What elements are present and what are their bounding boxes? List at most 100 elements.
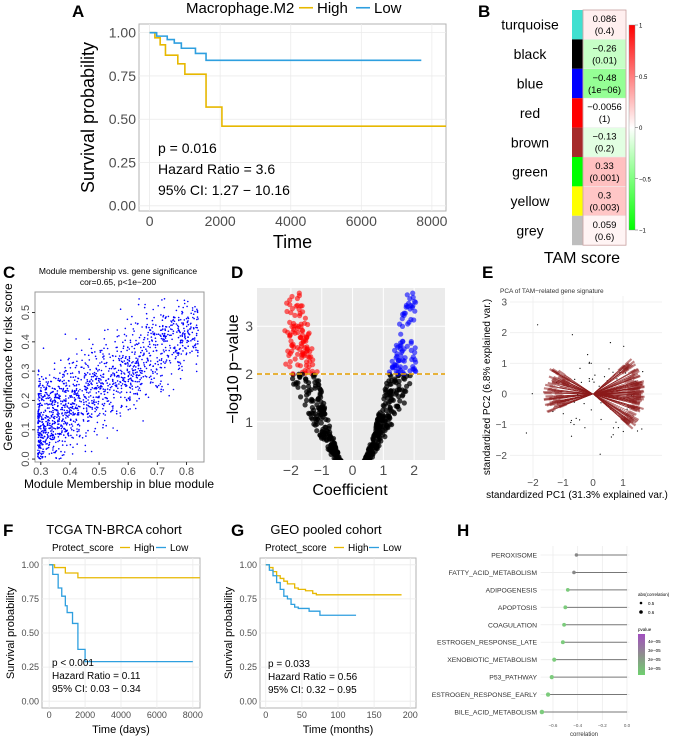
- scatter-point: [136, 371, 138, 373]
- volcano-points: [282, 290, 419, 470]
- scatter-point: [97, 396, 99, 399]
- point-negative: [331, 442, 337, 448]
- loading-arrow: [592, 393, 629, 400]
- scatter-point: [120, 376, 123, 379]
- point-negative: [342, 465, 347, 470]
- scatter-point: [121, 405, 123, 408]
- scatter-point: [104, 390, 106, 392]
- point-negative: [342, 465, 347, 470]
- scatter-point: [39, 415, 42, 417]
- loading-label: [559, 380, 569, 386]
- scatter-point: [174, 346, 176, 349]
- lollipop-point: [565, 588, 570, 592]
- sample-point: [612, 434, 614, 436]
- scatter-point: [164, 362, 166, 365]
- scatter-point: [128, 356, 131, 358]
- scatter-point: [124, 383, 126, 386]
- loading-arrow: [554, 393, 594, 410]
- scatter-point: [160, 359, 163, 362]
- scatter-point: [140, 369, 143, 372]
- scatter-point: [58, 433, 61, 436]
- scatter-point: [119, 415, 122, 417]
- loading-label: [626, 379, 635, 385]
- scatter-point: [128, 360, 131, 362]
- sample-point: [575, 417, 577, 419]
- sample-point: [636, 430, 639, 432]
- scatter-point: [96, 375, 98, 378]
- sample-point: [612, 427, 615, 429]
- scatter-point: [139, 355, 141, 358]
- scatter-point: [155, 340, 157, 343]
- annotation: 95% CI: 0.03 − 0.34: [52, 684, 141, 695]
- panel-b-module-heatmap: turquoise 0.086(0.4)black −0.26(0.01)blue −…: [501, 9, 652, 267]
- scatter-point: [133, 364, 136, 367]
- scatter-point: [143, 338, 145, 341]
- scatter-point: [51, 438, 53, 441]
- sample-point: [600, 402, 602, 404]
- scatter-point: [75, 404, 78, 406]
- scatter-point: [116, 374, 119, 377]
- scatter-point: [48, 385, 50, 387]
- loading-label: [556, 400, 565, 406]
- sample-point: [588, 378, 590, 380]
- scatter-point: [147, 345, 150, 348]
- module-label: brown: [511, 134, 549, 150]
- scatter-point: [195, 346, 197, 349]
- scatter-point: [186, 330, 189, 333]
- scatter-point: [109, 386, 112, 389]
- scatter-point: [87, 392, 90, 394]
- scatter-point: [94, 374, 97, 377]
- heatmap-cell: [582, 215, 627, 246]
- scatter-point: [128, 348, 131, 350]
- loading-arrow: [564, 380, 594, 395]
- scatter-point: [145, 376, 148, 378]
- scatter-point: [142, 375, 145, 378]
- loading-label: [559, 385, 568, 390]
- color-legend-label: 4e−05: [648, 639, 661, 644]
- scatter-point: [53, 376, 55, 379]
- scatter-point: [48, 424, 50, 427]
- scatter-point: [84, 396, 87, 398]
- scatter-point: [62, 373, 64, 376]
- scatter-point: [118, 383, 120, 385]
- scatter-point: [84, 372, 86, 375]
- scatter-point: [180, 353, 183, 355]
- y-tick-label: 2: [245, 366, 253, 382]
- loading-label: [628, 363, 637, 370]
- scatter-point: [129, 396, 131, 398]
- scatter-point: [50, 432, 53, 435]
- scatter-point: [169, 344, 171, 347]
- scatter-point: [113, 389, 115, 392]
- point-positive: [366, 446, 372, 452]
- scatter-point: [92, 375, 95, 378]
- x-axis-label: Time (days): [92, 724, 150, 736]
- scatter-point: [147, 331, 149, 334]
- point-positive: [380, 402, 386, 409]
- scatter-point: [130, 374, 133, 376]
- scatter-point: [179, 377, 182, 380]
- legend-title: Protect_score: [265, 543, 327, 554]
- sample-point: [598, 385, 600, 387]
- scatter-point: [60, 359, 62, 362]
- scatter-point: [160, 366, 163, 369]
- scatter-point: [99, 412, 101, 415]
- scatter-point: [143, 346, 145, 348]
- scatter-point: [69, 443, 72, 446]
- loading-arrow: [592, 393, 630, 421]
- scatter-point: [49, 417, 51, 419]
- scatter-point: [62, 387, 65, 390]
- scatter-point: [114, 367, 117, 370]
- scatter-point: [104, 410, 107, 413]
- scatter-point: [94, 407, 96, 410]
- scatter-point: [114, 340, 116, 343]
- scatter-point: [70, 427, 72, 429]
- scatter-point: [69, 372, 72, 375]
- scatter-point: [54, 393, 57, 396]
- scatter-point: [57, 420, 59, 423]
- x-tick-label: 6000: [147, 710, 167, 720]
- scatter-point: [164, 366, 166, 369]
- scatter-point: [61, 412, 63, 414]
- loading-label: [630, 367, 639, 374]
- scatter-point: [165, 349, 167, 352]
